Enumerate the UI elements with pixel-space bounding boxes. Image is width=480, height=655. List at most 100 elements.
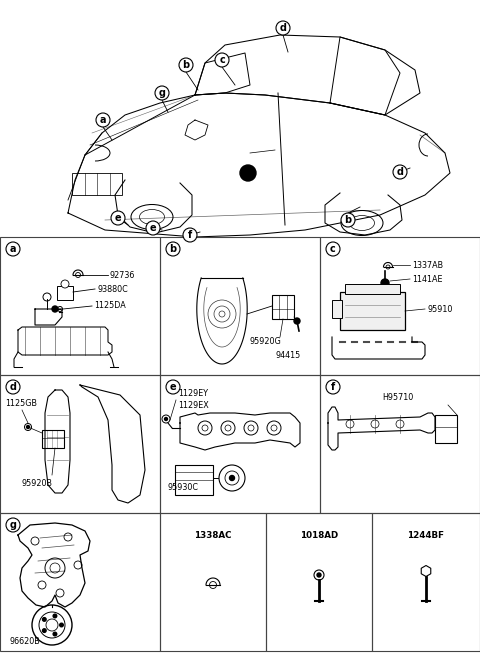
Circle shape (179, 58, 193, 72)
Bar (272, 295, 294, 319)
Circle shape (209, 582, 216, 588)
Text: d: d (279, 23, 287, 33)
Bar (160, 513, 266, 651)
Text: e: e (150, 223, 156, 233)
Text: f: f (188, 230, 192, 240)
Text: 1337AB: 1337AB (412, 261, 443, 269)
Text: H95710: H95710 (382, 392, 413, 402)
Circle shape (53, 632, 57, 636)
Text: b: b (182, 60, 190, 70)
Circle shape (6, 242, 20, 256)
Bar (160, 237, 320, 375)
Bar (72, 173, 122, 195)
Circle shape (381, 279, 389, 287)
Circle shape (50, 563, 60, 573)
Circle shape (24, 424, 32, 430)
Circle shape (326, 380, 340, 394)
Bar (332, 300, 342, 318)
Bar (0, 237, 160, 375)
Circle shape (60, 623, 63, 627)
Text: e: e (115, 213, 121, 223)
Text: g: g (10, 520, 16, 530)
Circle shape (314, 570, 324, 580)
Text: 95930C: 95930C (168, 483, 199, 491)
Circle shape (271, 425, 277, 431)
Text: d: d (10, 382, 16, 392)
Text: b: b (345, 215, 351, 225)
Bar (435, 415, 457, 443)
Text: 93880C: 93880C (97, 284, 128, 293)
Circle shape (111, 211, 125, 225)
Circle shape (45, 558, 65, 578)
Text: 1125DA: 1125DA (94, 301, 126, 310)
Text: 1125GB: 1125GB (5, 398, 37, 407)
Circle shape (248, 425, 254, 431)
Circle shape (146, 221, 160, 235)
Circle shape (221, 421, 235, 435)
Bar (320, 237, 480, 375)
Bar (320, 375, 480, 513)
Circle shape (202, 425, 208, 431)
Text: c: c (219, 55, 225, 65)
Circle shape (6, 380, 20, 394)
Circle shape (219, 465, 245, 491)
Circle shape (58, 307, 62, 312)
Text: 1018AD: 1018AD (300, 531, 338, 540)
Text: e: e (170, 382, 176, 392)
Circle shape (317, 573, 321, 577)
Text: 1338AC: 1338AC (194, 531, 232, 540)
Circle shape (183, 228, 197, 242)
Circle shape (74, 561, 82, 569)
Text: 1141AE: 1141AE (412, 274, 443, 284)
Circle shape (346, 420, 354, 428)
Circle shape (240, 165, 256, 181)
Circle shape (215, 53, 229, 67)
Circle shape (38, 581, 46, 589)
Bar (160, 375, 320, 513)
Circle shape (214, 306, 230, 322)
Circle shape (219, 311, 225, 317)
Text: a: a (10, 244, 16, 254)
Circle shape (244, 421, 258, 435)
Circle shape (46, 619, 58, 631)
Circle shape (61, 280, 69, 288)
Circle shape (393, 165, 407, 179)
Circle shape (43, 293, 51, 301)
Text: b: b (169, 244, 177, 254)
Text: f: f (331, 382, 335, 392)
Bar (0, 513, 160, 651)
Text: c: c (330, 244, 336, 254)
Circle shape (75, 272, 81, 278)
Circle shape (198, 421, 212, 435)
Text: 96620B: 96620B (10, 637, 41, 645)
Circle shape (371, 420, 379, 428)
Text: 1129EY: 1129EY (178, 388, 208, 398)
Text: 1244BF: 1244BF (408, 531, 444, 540)
Circle shape (166, 242, 180, 256)
Text: 95910: 95910 (427, 305, 452, 314)
Circle shape (208, 300, 236, 328)
Text: 1129EX: 1129EX (178, 400, 209, 409)
Text: 92736: 92736 (110, 271, 135, 280)
Text: 94415: 94415 (275, 350, 300, 360)
Circle shape (294, 318, 300, 324)
Circle shape (162, 415, 170, 423)
Text: g: g (158, 88, 166, 98)
Text: d: d (396, 167, 404, 177)
Bar (340, 292, 405, 330)
Bar (0, 375, 160, 513)
Bar (372, 513, 480, 651)
Bar (266, 513, 372, 651)
Circle shape (32, 605, 72, 645)
Bar (175, 465, 213, 495)
Bar (345, 284, 400, 294)
Circle shape (341, 213, 355, 227)
Circle shape (396, 420, 404, 428)
Circle shape (26, 426, 29, 428)
Circle shape (56, 589, 64, 597)
Circle shape (52, 306, 58, 312)
Circle shape (276, 21, 290, 35)
Circle shape (53, 614, 57, 618)
Circle shape (165, 417, 168, 421)
Bar (57, 286, 73, 300)
